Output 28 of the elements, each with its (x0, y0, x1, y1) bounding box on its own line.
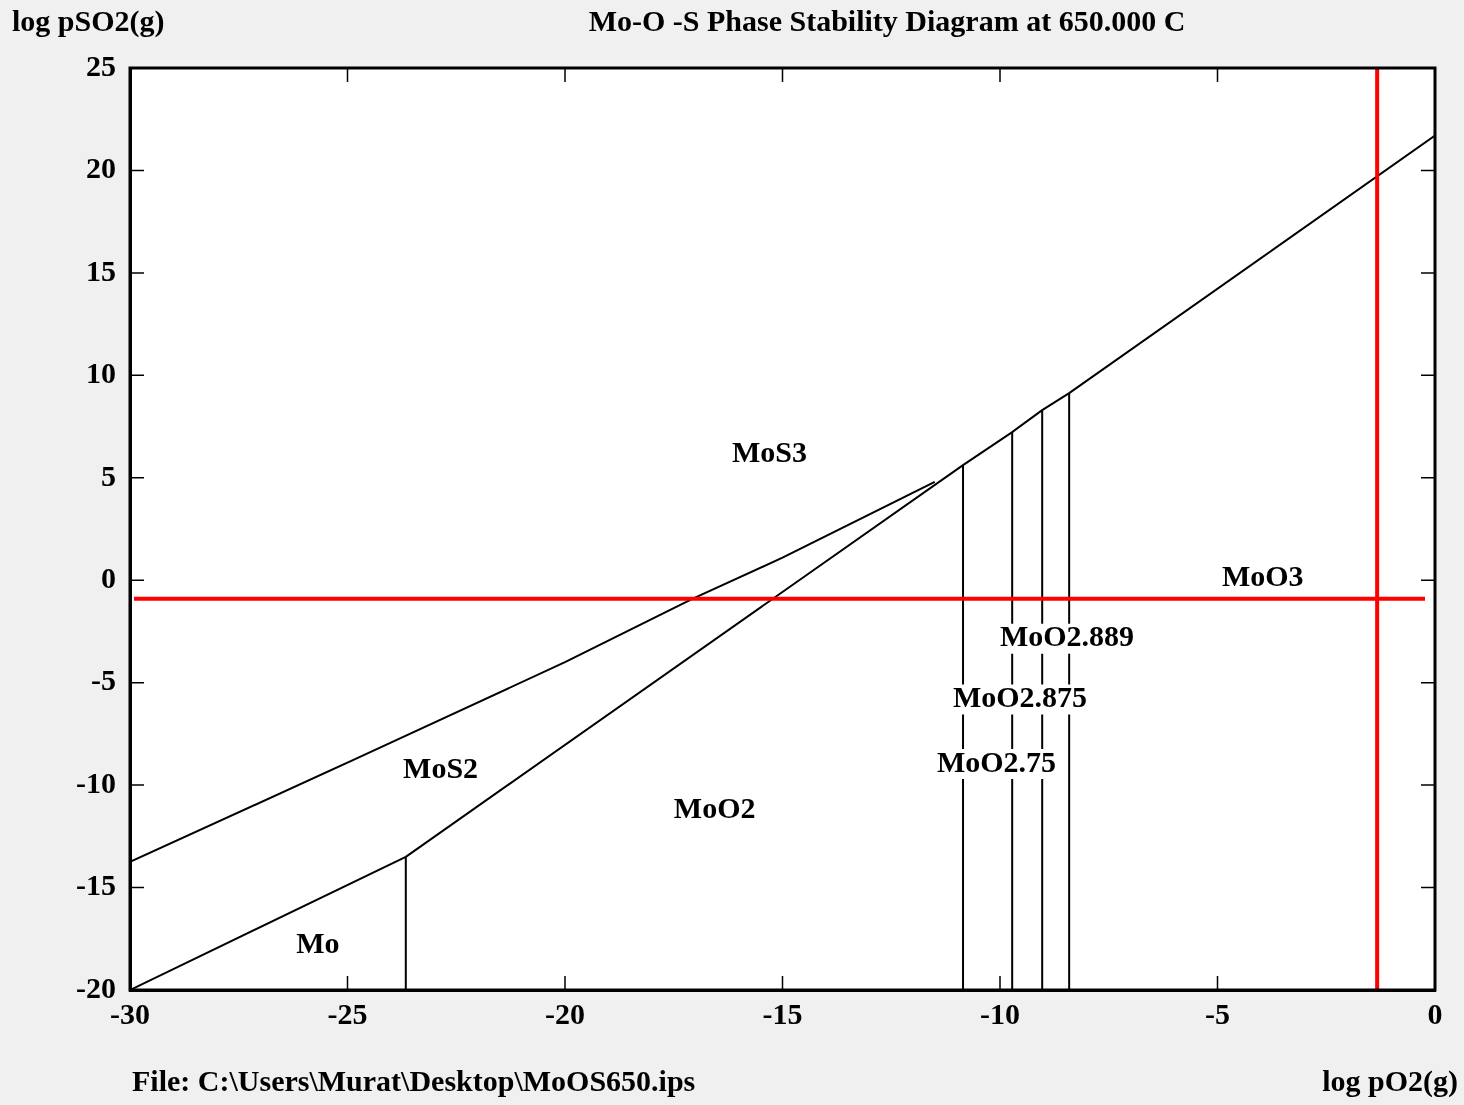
y-tick-label: -15 (76, 868, 116, 902)
annotation: MoO2.889 (999, 619, 1135, 653)
y-tick-label: 20 (86, 151, 116, 185)
annotation: MoO2.875 (952, 680, 1088, 714)
y-tick-label: 5 (101, 458, 116, 492)
x-tick-label: -15 (762, 996, 803, 1030)
chart-title: Mo-O -S Phase Stability Diagram at 650.000 C (587, 4, 1187, 38)
y-tick-label: -5 (91, 663, 116, 697)
x-tick-label: -5 (1205, 996, 1230, 1030)
y-tick-label: -10 (76, 765, 116, 799)
annotation: MoO2.75 (936, 744, 1057, 778)
y-tick-label: 25 (86, 48, 116, 82)
y-axis-title: log pSO2(g) (12, 4, 165, 38)
annotation: MoO2 (673, 790, 756, 824)
y-tick-label: -20 (76, 970, 116, 1004)
y-tick-label: 15 (86, 253, 116, 287)
annotation: MoS2 (403, 751, 479, 785)
annotation: MoO3 (1221, 558, 1304, 592)
y-tick-label: 10 (86, 356, 116, 390)
x-tick-label: -20 (545, 996, 585, 1030)
annotation: MoS3 (731, 435, 807, 469)
text: File: C:\Users\Murat\Desktop\MoOS650.ips (132, 1064, 696, 1098)
x-axis-title: log pO2(g) (1322, 1064, 1458, 1098)
x-tick-label: 0 (1427, 996, 1443, 1030)
x-tick-label: -10 (980, 996, 1020, 1030)
y-tick-label: 0 (101, 560, 116, 594)
annotation: Mo (296, 926, 340, 960)
x-tick-label: -25 (327, 996, 368, 1030)
